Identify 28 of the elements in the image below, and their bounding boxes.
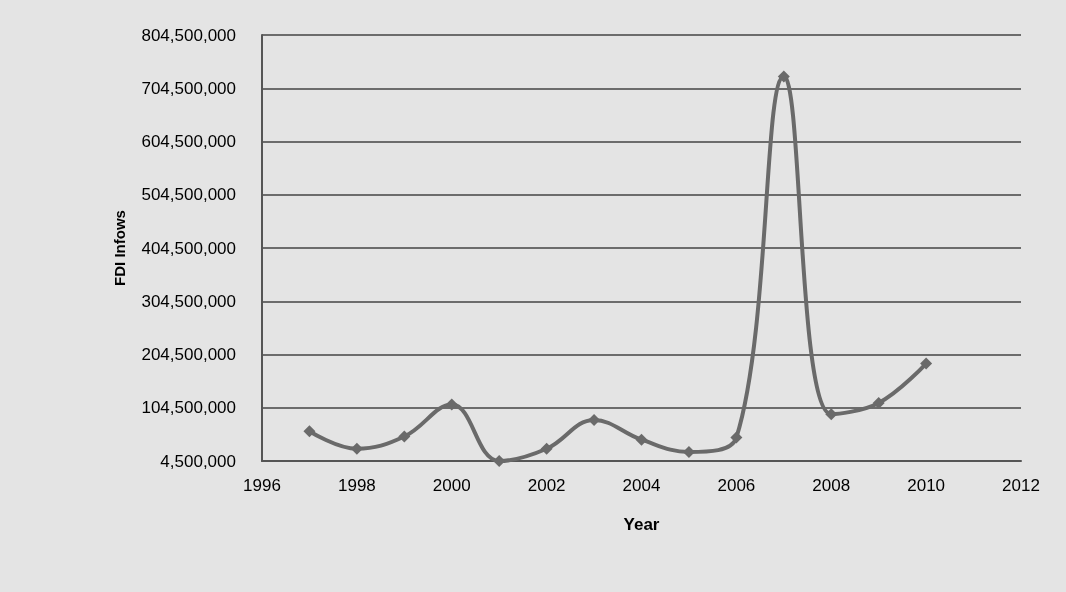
- point: [303, 425, 316, 438]
- x-tick-label: 2002: [527, 476, 566, 495]
- x-tick-label: 2010: [907, 476, 946, 495]
- x-axis-title: Year: [623, 515, 660, 534]
- y-axis-title: FDI Infows: [111, 210, 128, 286]
- point: [540, 442, 553, 455]
- point: [920, 357, 933, 370]
- y-tick-label: 504,500,000: [141, 185, 236, 205]
- y-tick-label: 4,500,000: [160, 451, 236, 471]
- x-tick-label: 2008: [812, 476, 851, 495]
- y-tick-label: 704,500,000: [141, 78, 236, 98]
- y-tick-label: 804,500,000: [141, 25, 236, 45]
- point: [635, 433, 648, 446]
- y-tick-label: 404,500,000: [141, 238, 236, 258]
- x-tick-label: 2012: [1002, 476, 1040, 495]
- y-tick-label: 104,500,000: [141, 398, 236, 418]
- point: [777, 70, 790, 83]
- y-tick-label: 204,500,000: [141, 345, 236, 364]
- point: [730, 431, 743, 444]
- y-tick-label: 604,500,000: [141, 132, 236, 151]
- x-tick-label: 1998: [337, 476, 376, 495]
- point: [398, 430, 411, 443]
- x-tick-label: 2004: [622, 476, 661, 495]
- point: [445, 398, 458, 411]
- y-tick-label: 304,500,000: [141, 291, 236, 311]
- x-tick-label: 2006: [717, 476, 756, 495]
- x-tick-label: 1996: [243, 476, 281, 495]
- x-tick-label: 2000: [432, 476, 471, 495]
